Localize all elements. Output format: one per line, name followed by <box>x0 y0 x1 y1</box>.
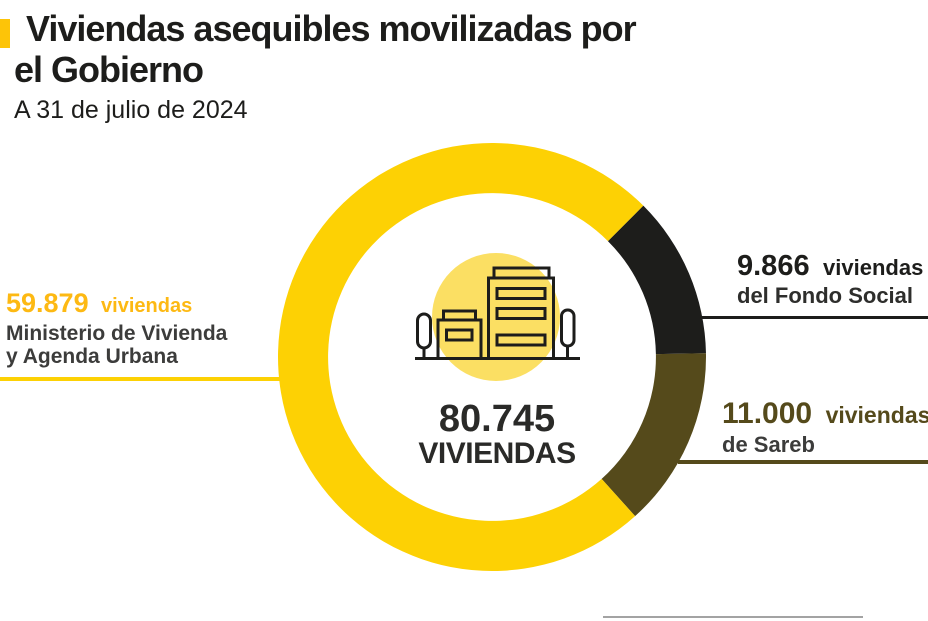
donut-total-label: VIVIENDAS <box>418 437 576 470</box>
page-title-line2: el Gobierno <box>14 49 204 90</box>
ministerio-label-line1: Ministerio de Vivienda <box>6 322 228 345</box>
tree-icon-right <box>560 308 576 358</box>
callout-line-sareb <box>678 460 928 464</box>
footer-divider-line <box>603 616 863 618</box>
sareb-label: de Sareb <box>722 432 815 457</box>
fondo-social-value: 9.866 <box>737 250 810 282</box>
buildings-icon <box>415 253 580 381</box>
donut-segment-fondo-social <box>607 205 706 355</box>
ministerio-value: 59.879 <box>6 288 89 318</box>
tree-icon-left <box>416 312 432 358</box>
page-subtitle: A 31 de julio de 2024 <box>14 96 248 124</box>
donut-total-value: 80.745 <box>438 398 556 440</box>
fondo-social-label: del Fondo Social <box>737 283 914 308</box>
sareb-unit: viviendas <box>825 402 928 428</box>
callout-line-ministerio <box>0 377 282 381</box>
ministerio-unit: viviendas <box>101 295 193 317</box>
callout-ministerio: 59.879 viviendas Ministerio de Vivienda … <box>6 288 227 368</box>
donut-chart <box>277 143 707 572</box>
callout-sareb: 11.000 viviendas de Sareb <box>722 397 928 456</box>
page-title-line1: Viviendas asequibles movilizadas por <box>26 8 637 49</box>
fondo-social-unit: viviendas <box>823 255 924 280</box>
donut-segment-sareb <box>601 353 707 517</box>
title-accent-bar <box>0 19 10 48</box>
callout-line-fondo-social <box>698 316 928 319</box>
donut-segment-ministerio <box>277 143 644 572</box>
callout-fondo-social: 9.866 viviendas del Fondo Social <box>737 250 923 307</box>
sareb-value: 11.000 <box>722 397 813 430</box>
page-title: Viviendas asequibles movilizadas por el … <box>14 8 637 90</box>
ministerio-label-line2: y Agenda Urbana <box>6 345 178 368</box>
